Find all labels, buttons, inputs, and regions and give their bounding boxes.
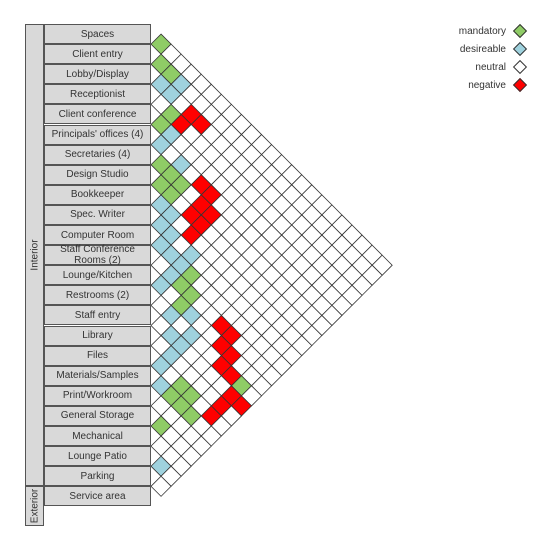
space-label: Principals' offices (4) (44, 124, 151, 145)
legend-item-negative: negative (440, 77, 530, 96)
space-label: Receptionist (44, 84, 151, 105)
cell-neutral (150, 475, 172, 497)
space-label: Parking (44, 466, 151, 487)
space-label: Files (44, 345, 151, 366)
legend-item-neutral: neutral (440, 59, 530, 78)
space-label: Service area (44, 486, 151, 507)
legend-swatch-negative (512, 77, 528, 93)
legend-swatch-neutral (512, 59, 528, 75)
legend-label: mandatory (458, 26, 506, 37)
space-label: Spec. Writer (44, 204, 151, 225)
space-label: Lobby/Display (44, 64, 151, 85)
space-label: Lounge/Kitchen (44, 265, 151, 286)
legend-label: desireable (459, 44, 506, 55)
space-label: Design Studio (44, 164, 151, 185)
space-label: Mechanical (44, 426, 151, 447)
legend-label: negative (468, 80, 506, 91)
space-label: Client conference (44, 104, 151, 125)
space-label: Spaces (44, 24, 151, 45)
legend-label: neutral (475, 62, 506, 73)
space-label: Library (44, 325, 151, 346)
space-label: Staff entry (44, 305, 151, 326)
space-label: Secretaries (4) (44, 144, 151, 165)
group-label: Exterior (29, 489, 40, 524)
legend-item-desireable: desireable (440, 41, 530, 60)
group-label: Interior (29, 239, 40, 271)
space-label: Client entry (44, 44, 151, 65)
space-label: Print/Workroom (44, 385, 151, 406)
space-label: General Storage (44, 405, 151, 426)
legend-swatch-desireable (512, 41, 528, 57)
space-label: Computer Room (44, 225, 151, 246)
space-label: Staff Conference Rooms (2) (44, 244, 151, 266)
legend-swatch-mandatory (512, 23, 528, 39)
legend-item-mandatory: mandatory (440, 23, 530, 42)
space-label: Restrooms (2) (44, 285, 151, 306)
group-exterior: Exterior (25, 486, 44, 527)
space-label: Lounge Patio (44, 446, 151, 467)
space-label: Materials/Samples (44, 365, 151, 386)
group-interior: Interior (25, 24, 44, 487)
space-label: Bookkeeper (44, 184, 151, 205)
